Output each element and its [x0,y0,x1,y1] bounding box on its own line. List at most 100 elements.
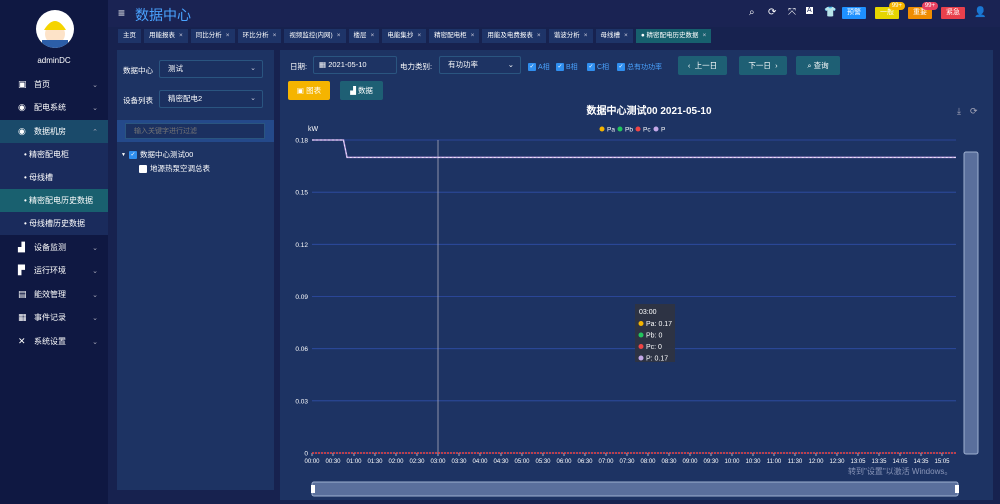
check-b[interactable]: ✓ B相 [556,63,578,71]
tab[interactable]: 同比分析 × [190,28,235,43]
nav-events[interactable]: ▦ 事件记录 ⌄ [0,306,108,329]
slider-handle[interactable] [311,485,315,493]
check-c[interactable]: ✓ C相 [587,63,610,71]
device-label: 设备列表 [123,96,153,105]
urgent-button[interactable]: 紧急 [941,7,965,19]
tab[interactable]: 母线槽 × [595,28,633,43]
close-icon[interactable]: × [624,31,628,39]
next-day-button[interactable]: 下一日 › [739,56,787,75]
power-icon: ◉ [18,126,26,136]
search-icon[interactable]: ⌕ [749,7,755,18]
legend-label[interactable]: Pb [625,127,633,134]
tree-node[interactable]: ▼ ✓ 数据中心测试00 [121,149,193,160]
fullscreen-icon[interactable]: ⤧ [788,7,796,18]
tab[interactable]: 谐波分析 × [548,28,593,43]
subnav-item-active[interactable]: • 精密配电历史数据 [0,189,108,212]
general-button[interactable]: 一般 99+ [875,2,905,19]
tab[interactable]: 环比分析 × [237,28,282,43]
date-input[interactable]: ▦ 2021-05-10 [313,56,397,74]
check-total[interactable]: ✓ 总有功功率 [617,63,662,71]
tree-label: 地源热泵空调总表 [150,164,210,173]
query-button[interactable]: ⌕ 查询 [796,56,840,75]
tab[interactable]: 视频监控(内网) × [284,28,346,43]
tree-checkbox[interactable]: ✓ [128,150,137,159]
legend-label[interactable]: P [661,127,665,134]
user-icon[interactable]: 👤 [974,7,987,18]
prev-day-button[interactable]: ‹ 上一日 [678,56,727,75]
tab[interactable]: ● 精密配电历史数据 × [635,28,712,43]
download-icon[interactable]: ⤓ [957,106,961,116]
menu-icon[interactable]: ≡ [118,6,126,20]
type-select[interactable]: 有功功率 ⌄ [439,56,521,74]
check-a[interactable]: ✓ A相 [528,63,550,71]
legend-label[interactable]: Pc [643,127,651,134]
close-icon[interactable]: × [702,31,707,39]
tab[interactable]: 楼层 × [348,28,380,43]
close-icon[interactable]: × [336,31,341,39]
calendar-icon: ▦ [319,60,327,69]
tab[interactable]: 精密配电柜 × [429,28,480,43]
refresh-icon[interactable]: ⟳ [768,7,777,18]
tab-label: 视频监控(内网) [289,31,333,39]
important-button[interactable]: 重要 99+ [908,2,938,19]
shirt-icon[interactable]: 👕 [824,7,837,18]
slider-handle[interactable] [955,485,959,493]
nav-home[interactable]: ▣ 首页 ⌄ [0,73,108,96]
nav-settings[interactable]: ✕ 系统设置 ⌄ [0,330,108,353]
nav-device-monitor[interactable]: ▟ 设备监测 ⌄ [0,236,108,259]
tree-label: 数据中心测试00 [139,150,194,159]
close-icon[interactable]: × [272,31,277,39]
close-icon[interactable]: × [470,31,475,39]
warn-button[interactable]: 预警 [842,7,866,19]
nav-data-room[interactable]: ◉ 数据机房 ⌃ [0,120,108,143]
close-icon[interactable]: × [370,31,375,39]
legend-label[interactable]: Pa [607,127,615,134]
device-select[interactable]: 精密配电2 ⌄ [159,90,263,108]
close-icon[interactable]: × [583,31,588,39]
type-label: 电力类别: [400,62,433,71]
font-size-icon[interactable]: A [806,7,813,14]
legend-marker[interactable] [599,126,605,132]
x-tick-label: 13:05 [850,459,866,465]
legend-marker[interactable] [635,126,641,132]
tab[interactable]: 用能及电费报表 × [482,28,546,43]
x-tick-label: 01:30 [367,459,383,465]
chart-tab-button[interactable]: ▣ 图表 [288,81,330,100]
tab-bar: 主页 用能报表 × 同比分析 × 环比分析 × 视频监控(内网) × 楼层 × 电能集抄 × 精密配电柜 ×… [108,27,1000,44]
close-icon[interactable]: × [417,31,422,39]
y-zoom-slider[interactable] [963,151,979,455]
nav-label: 数据机房 [34,127,66,136]
tree-checkbox[interactable] [139,164,147,173]
chart-icon: ▣ [296,86,304,95]
caret-down-icon[interactable]: ▼ [121,151,126,158]
left-panel: 数据中心 测试 ⌄ 设备列表 精密配电2 ⌄ ▼✓数据中心测试00 地源热泵空调总表 [117,50,274,490]
filter-input[interactable] [125,123,265,139]
x-zoom-slider[interactable] [311,481,959,497]
power-icon: ◉ [18,102,26,112]
tab-label: 母线槽 [600,31,621,39]
tab[interactable]: 用能报表 × [144,28,188,43]
close-icon[interactable]: × [225,31,230,39]
subnav-item[interactable]: • 母线槽 [0,166,108,189]
x-tick-label: 01:00 [346,459,362,465]
query-label: 查询 [813,61,829,70]
close-icon[interactable]: × [179,31,183,39]
tab[interactable]: 电能集抄 × [382,28,427,43]
legend-marker[interactable] [617,126,623,132]
nav-power-system[interactable]: ◉ 配电系统 ⌄ [0,96,108,119]
data-tab-button[interactable]: ▟ 数据 [340,81,383,100]
legend-marker[interactable] [653,126,659,132]
tree-node[interactable]: 地源热泵空调总表 [139,163,210,174]
close-icon[interactable]: × [536,31,541,39]
nav-energy[interactable]: ▤ 能效管理 ⌄ [0,283,108,306]
avatar[interactable] [36,10,74,48]
tab[interactable]: 主页 [118,28,141,43]
series-line-overlay [312,139,956,158]
tooltip-marker [638,355,644,361]
dc-select[interactable]: 测试 ⌄ [159,60,263,78]
refresh-icon[interactable]: ⟳ [970,106,978,116]
x-tick-label: 10:00 [724,459,740,465]
subnav-item[interactable]: • 母线槽历史数据 [0,212,108,235]
nav-environment[interactable]: ▛ 运行环境 ⌄ [0,259,108,282]
subnav-item[interactable]: • 精密配电柜 [0,143,108,166]
